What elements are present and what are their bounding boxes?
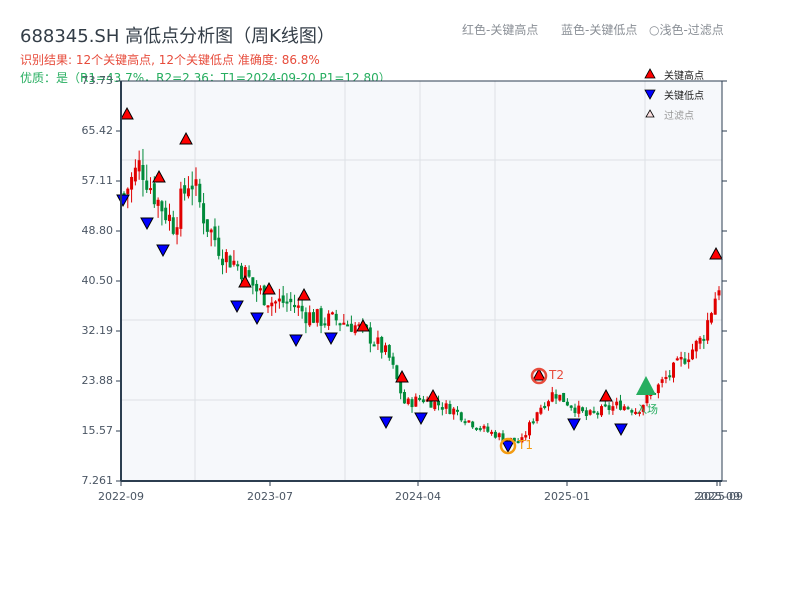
key-high-marker-icon: [395, 369, 409, 383]
top-legend-red: 红色-关键高点: [462, 23, 539, 37]
key-low-marker-icon: [414, 412, 428, 426]
legend-item-filtered: 过滤点: [644, 104, 704, 124]
y-tick-label: 15.57: [81, 424, 114, 437]
key-high-marker-icon: [709, 246, 723, 260]
y-tick-label: 23.88: [81, 374, 114, 387]
y-tick-label: 32.19: [81, 324, 114, 337]
triangle-up-red-icon: [644, 68, 656, 79]
key-low-marker-icon: [567, 418, 581, 432]
key-high-marker-icon: [179, 131, 193, 145]
top-legend-light: ○浅色-过滤点: [649, 23, 724, 37]
axis-ticks: [116, 80, 727, 486]
triangle-up-outline-icon: [645, 109, 655, 118]
key-high-marker-icon: [238, 274, 252, 288]
t1-ring: [499, 437, 517, 455]
y-tick-label: 48.80: [81, 224, 114, 237]
key-low-marker-icon: [324, 332, 338, 346]
legend-item-high: 关键高点: [644, 64, 704, 84]
pivot-markers: [116, 106, 723, 454]
t1-label: T1: [517, 438, 533, 452]
key-low-marker-icon: [250, 312, 264, 326]
y-tick-label: 7.261: [81, 474, 114, 487]
x-tick-label: 2025-09: [694, 490, 740, 503]
grid-lines: [121, 81, 722, 481]
key-low-marker-icon: [614, 423, 628, 437]
x-tick-label: 2025-01: [544, 490, 590, 503]
x-tick-label: 2022-09: [98, 490, 144, 503]
key-low-marker-icon: [230, 300, 244, 314]
t2-label: T2: [548, 368, 564, 382]
chart-title: 688345.SH 高低点分析图（周K线图）: [20, 26, 335, 47]
result-summary: 识别结果: 12个关键高点, 12个关键低点 准确度: 86.8%: [20, 53, 320, 67]
legend: 关键高点 关键低点 过滤点: [644, 64, 704, 124]
key-high-marker-icon: [599, 388, 613, 402]
key-high-marker-icon: [152, 169, 166, 183]
legend-item-low: 关键低点: [644, 84, 704, 104]
y-tick-label: 57.11: [81, 174, 114, 187]
y-tick-label: 73.73: [81, 74, 114, 87]
triangle-down-blue-icon: [644, 89, 656, 100]
key-low-marker-icon: [501, 440, 515, 454]
key-high-marker-icon: [297, 287, 311, 301]
key-high-marker-icon: [356, 318, 370, 332]
x-tick-label: 2023-07: [247, 490, 293, 503]
key-low-marker-icon: [140, 217, 154, 231]
key-high-marker-icon: [532, 367, 546, 381]
t2-ring: [530, 367, 548, 385]
y-tick-label: 40.50: [81, 274, 114, 287]
key-high-marker-icon: [426, 388, 440, 402]
top-legend-blue: 蓝色-关键低点: [561, 23, 638, 37]
key-high-marker-icon: [262, 281, 276, 295]
key-low-marker-icon: [289, 334, 303, 348]
key-high-marker-icon: [120, 106, 134, 120]
x-tick-label: 2025-09: [697, 490, 743, 503]
x-tick-label: 2024-04: [395, 490, 441, 503]
entry-triangle-icon: [636, 376, 656, 395]
key-low-marker-icon: [156, 244, 170, 258]
entry-label: 入场: [636, 402, 658, 416]
y-tick-label: 65.42: [81, 124, 114, 137]
key-low-marker-icon: [379, 416, 393, 430]
